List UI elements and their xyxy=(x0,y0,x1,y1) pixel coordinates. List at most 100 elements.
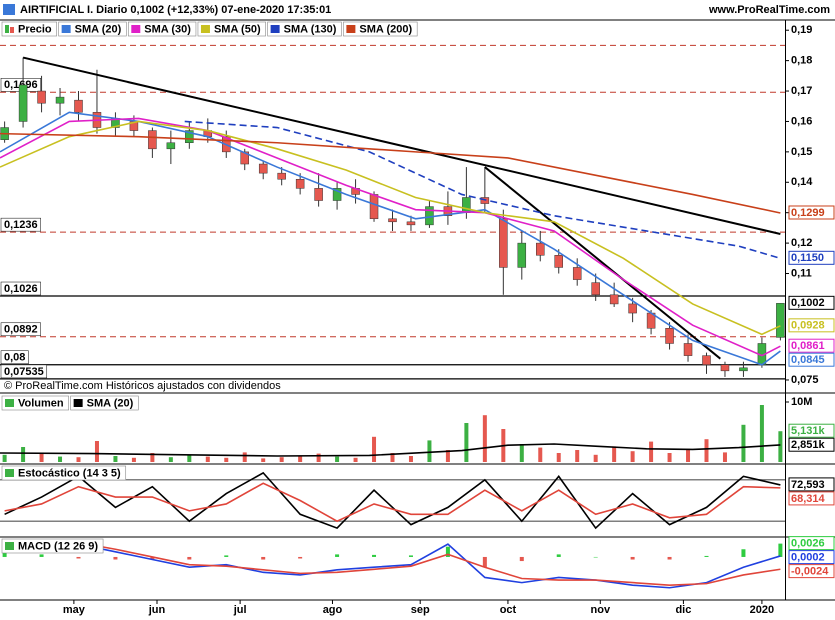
bar xyxy=(667,556,672,560)
candle-body xyxy=(406,221,416,226)
candle-body xyxy=(74,99,83,113)
candle-body xyxy=(739,367,748,372)
panel: 10M 5,131k 2,851k Volumen SMA (20) xyxy=(0,395,835,462)
bar xyxy=(2,551,7,557)
bar xyxy=(335,456,340,462)
bar xyxy=(630,451,635,462)
legend-icon xyxy=(73,399,83,407)
last-value-box xyxy=(788,423,835,438)
candle-body xyxy=(166,142,176,150)
series-line xyxy=(184,120,781,260)
candle-body xyxy=(462,197,471,213)
y-tick-label: 0,15 xyxy=(791,146,812,158)
last-value-label: 0,1150 xyxy=(791,252,824,264)
panel: 0,190,180,170,160,150,140,130,120,110,07… xyxy=(0,21,835,392)
candle-body xyxy=(295,178,305,189)
bar xyxy=(575,450,580,462)
last-value-label: 0,1002 xyxy=(791,297,825,309)
candle-body xyxy=(572,267,582,280)
bar xyxy=(390,453,395,462)
bar xyxy=(2,454,7,462)
last-value-label: 0,0928 xyxy=(791,320,825,332)
series-line xyxy=(0,117,781,357)
bar xyxy=(722,452,727,462)
legend-label: Volumen xyxy=(18,397,64,409)
bar xyxy=(778,543,783,557)
candle-body xyxy=(720,364,730,372)
bar xyxy=(704,439,709,462)
last-value-label: 0,0861 xyxy=(791,340,825,352)
last-value-label: -0,0024 xyxy=(791,566,829,578)
bar xyxy=(113,556,118,560)
y-tick-label: 10M xyxy=(791,396,812,408)
bar xyxy=(593,556,598,558)
bar xyxy=(464,423,469,462)
y-tick-label: 0,18 xyxy=(791,55,812,67)
legend-box xyxy=(70,395,139,411)
legend-label: SMA (50) xyxy=(214,23,261,35)
bar xyxy=(76,457,81,462)
bar xyxy=(427,440,432,462)
panel: may jun jul ago sep oct nov dic 2020 0,0026 0,0002… xyxy=(1,536,835,616)
bar xyxy=(556,554,561,557)
legend-label: MACD (12 26 9) xyxy=(18,540,98,552)
series-line xyxy=(4,541,781,586)
bar xyxy=(261,556,266,560)
legend-icon xyxy=(200,25,210,33)
bar xyxy=(224,457,229,462)
legend-icon xyxy=(61,25,71,33)
legend-item: Precio xyxy=(1,21,57,37)
legend-icon xyxy=(270,25,280,33)
bar xyxy=(316,453,321,462)
level-label-bg xyxy=(0,364,48,379)
legend-label: SMA (20) xyxy=(75,23,122,35)
y-tick-label: 0,075 xyxy=(791,374,819,386)
candle-body xyxy=(536,242,545,256)
legend-item: SMA (50) xyxy=(197,21,266,37)
legend-box xyxy=(267,21,342,37)
last-value-label: 68,314 xyxy=(791,493,826,505)
bar xyxy=(667,453,672,462)
frame xyxy=(0,19,835,601)
bar xyxy=(445,450,450,462)
legend-box xyxy=(1,21,57,37)
bar xyxy=(759,405,764,462)
bar xyxy=(94,441,99,462)
candle-body xyxy=(683,343,693,356)
last-value-box xyxy=(788,295,835,310)
trendline xyxy=(22,56,781,235)
legend-icon xyxy=(346,25,356,33)
level-label: 0,1026 xyxy=(4,283,38,295)
legend-icon xyxy=(10,27,14,33)
bar xyxy=(593,454,598,462)
legend-item: MACD (12 26 9) xyxy=(1,538,104,554)
y-tick-label: 0,19 xyxy=(791,24,812,36)
candle-body xyxy=(628,303,637,314)
x-tick-label: jun xyxy=(148,604,166,616)
candle-body xyxy=(240,151,249,165)
bar xyxy=(150,453,155,462)
legend-box xyxy=(343,21,418,37)
bar xyxy=(279,457,284,462)
bar xyxy=(298,456,303,462)
legend-label: SMA (130) xyxy=(284,23,337,35)
bar xyxy=(58,456,63,462)
level-label: 0,0892 xyxy=(4,324,38,336)
x-tick-label: oct xyxy=(500,604,517,616)
legend-box xyxy=(127,21,197,37)
legend-icon xyxy=(131,25,141,33)
bar xyxy=(408,555,413,557)
bar xyxy=(39,453,44,462)
candle-body xyxy=(185,130,194,143)
series-line xyxy=(0,120,781,336)
last-value-box xyxy=(788,536,835,551)
x-tick-label: may xyxy=(63,604,86,616)
bar xyxy=(686,448,691,462)
bar xyxy=(372,436,377,462)
candle-body xyxy=(388,218,397,223)
bar xyxy=(741,424,746,462)
candle-body xyxy=(591,282,600,296)
legend-label: Estocástico (14 3 5) xyxy=(18,467,121,479)
candle-body xyxy=(554,255,563,268)
